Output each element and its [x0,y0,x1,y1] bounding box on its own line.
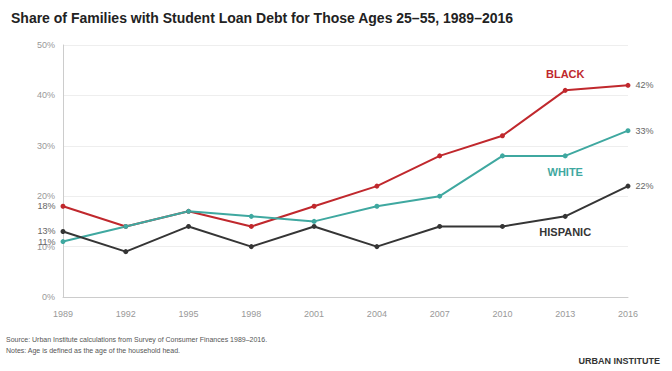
svg-text:WHITE: WHITE [547,166,582,178]
svg-text:2007: 2007 [430,309,450,319]
svg-text:URBAN INSTITUTE: URBAN INSTITUTE [579,356,661,366]
svg-text:2016: 2016 [618,309,638,319]
svg-text:33%: 33% [636,126,654,136]
svg-text:1995: 1995 [179,309,199,319]
svg-text:50%: 50% [37,40,55,50]
svg-text:10%: 10% [37,241,55,252]
svg-text:2013: 2013 [555,309,575,319]
svg-text:20%: 20% [37,191,55,201]
svg-text:Share of Families with Student: Share of Families with Student Loan Debt… [11,10,513,26]
svg-text:Notes: Age is defined as the a: Notes: Age is defined as the age of the … [6,347,180,355]
svg-text:BLACK: BLACK [546,68,585,80]
svg-text:2004: 2004 [367,309,387,319]
svg-text:HISPANIC: HISPANIC [539,226,591,238]
svg-text:0%: 0% [42,292,55,302]
svg-text:2010: 2010 [492,309,512,319]
svg-text:1989: 1989 [53,309,73,319]
svg-text:18%: 18% [37,201,55,211]
svg-text:13%: 13% [37,226,55,236]
svg-text:1998: 1998 [241,309,261,319]
svg-text:40%: 40% [37,90,55,100]
svg-text:30%: 30% [37,141,55,151]
svg-text:22%: 22% [636,181,654,191]
svg-text:11%: 11% [38,237,55,247]
svg-text:Source: Urban Institute calcul: Source: Urban Institute calculations fro… [6,336,267,344]
svg-text:1992: 1992 [116,309,136,319]
svg-text:42%: 42% [636,80,654,90]
svg-text:2001: 2001 [304,309,324,319]
